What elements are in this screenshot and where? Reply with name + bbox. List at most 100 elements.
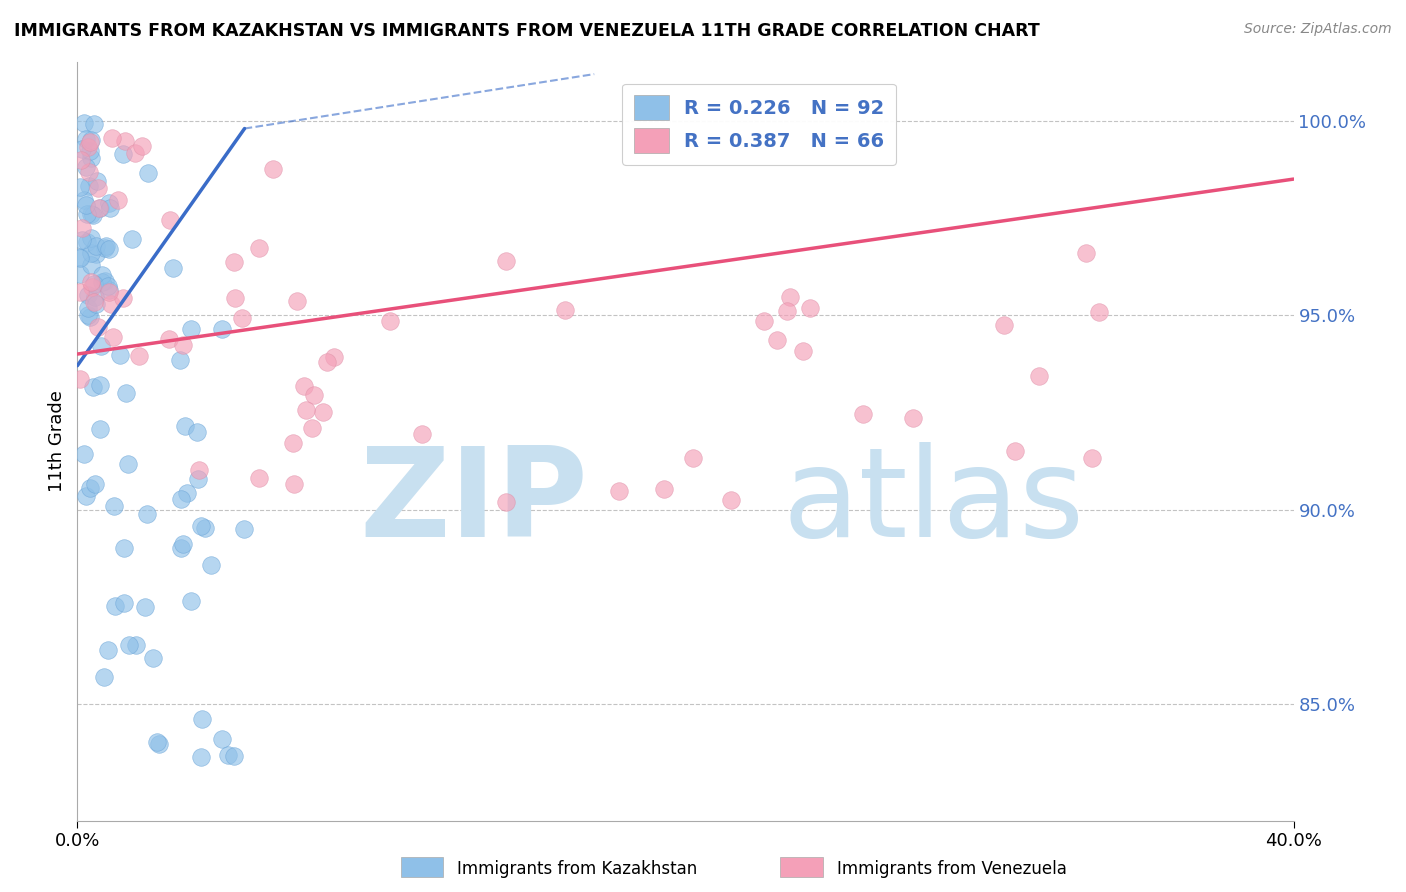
Point	[495, 254, 517, 268]
Point	[80, 207, 103, 221]
Point	[766, 334, 789, 348]
Point	[112, 541, 135, 555]
Point	[312, 405, 335, 419]
Point	[103, 330, 125, 344]
Point	[87, 180, 110, 194]
Point	[112, 147, 135, 161]
Point	[752, 314, 775, 328]
Point	[411, 426, 433, 441]
Point	[97, 278, 120, 293]
Point	[187, 472, 209, 486]
Point	[69, 267, 91, 281]
Point	[776, 303, 799, 318]
Point	[70, 233, 93, 247]
Point	[554, 303, 576, 318]
Point	[172, 537, 194, 551]
Point	[1081, 450, 1104, 465]
Point	[82, 380, 104, 394]
Point	[76, 235, 98, 249]
Point	[247, 470, 270, 484]
Point	[77, 308, 100, 322]
Point	[73, 447, 96, 461]
Point	[103, 499, 125, 513]
Point	[84, 477, 107, 491]
Point	[82, 208, 104, 222]
Point	[194, 521, 217, 535]
Point	[190, 519, 212, 533]
Point	[83, 117, 105, 131]
Point	[118, 639, 141, 653]
Point	[125, 638, 148, 652]
Point	[69, 153, 91, 167]
Point	[231, 311, 253, 326]
Point	[89, 422, 111, 436]
Point	[124, 145, 146, 160]
Point	[224, 291, 246, 305]
Point	[69, 250, 91, 264]
Point	[131, 138, 153, 153]
Point	[134, 599, 156, 614]
Point	[107, 193, 129, 207]
Point	[79, 481, 101, 495]
Point	[652, 483, 675, 497]
Point	[901, 411, 924, 425]
Point	[90, 268, 112, 282]
Point	[108, 348, 131, 362]
Point	[101, 130, 124, 145]
Point	[301, 420, 323, 434]
Legend: R = 0.226   N = 92, R = 0.387   N = 66: R = 0.226 N = 92, R = 0.387 N = 66	[623, 84, 896, 165]
Point	[200, 558, 222, 573]
Point	[128, 349, 150, 363]
Point	[83, 294, 105, 309]
Point	[294, 403, 316, 417]
Point	[180, 593, 202, 607]
Point	[90, 275, 112, 289]
Point	[162, 261, 184, 276]
Point	[86, 297, 108, 311]
Point	[323, 350, 346, 364]
Point	[173, 338, 195, 352]
Point	[83, 277, 105, 291]
Point	[75, 489, 97, 503]
Point	[104, 599, 127, 613]
Point	[142, 650, 165, 665]
Point	[69, 285, 91, 300]
Point	[97, 195, 120, 210]
Point	[76, 287, 98, 301]
Point	[174, 419, 197, 434]
Point	[170, 541, 193, 556]
Point	[97, 243, 120, 257]
Point	[75, 198, 97, 212]
Point	[84, 246, 107, 260]
Point	[72, 116, 94, 130]
Point	[87, 320, 110, 334]
Point	[222, 255, 245, 269]
Point	[96, 239, 118, 253]
Text: Immigrants from Kazakhstan: Immigrants from Kazakhstan	[457, 860, 697, 878]
Point	[80, 133, 103, 147]
Point	[495, 494, 517, 508]
Point	[80, 275, 103, 289]
Point	[1004, 444, 1026, 458]
Point	[222, 749, 245, 764]
Point	[799, 301, 821, 315]
Point	[121, 231, 143, 245]
Point	[380, 314, 402, 328]
Point	[316, 355, 339, 369]
Point	[70, 142, 93, 156]
Point	[993, 318, 1015, 333]
Point	[69, 372, 91, 386]
Point	[83, 290, 105, 304]
Point	[69, 252, 91, 266]
Point	[176, 486, 198, 500]
Point	[852, 407, 875, 421]
Point	[157, 332, 180, 346]
Point	[79, 165, 101, 179]
Point	[262, 162, 284, 177]
Point	[79, 310, 101, 324]
Point	[84, 239, 107, 253]
Point	[89, 378, 111, 392]
Point	[86, 174, 108, 188]
Point	[304, 387, 326, 401]
Point	[69, 179, 91, 194]
